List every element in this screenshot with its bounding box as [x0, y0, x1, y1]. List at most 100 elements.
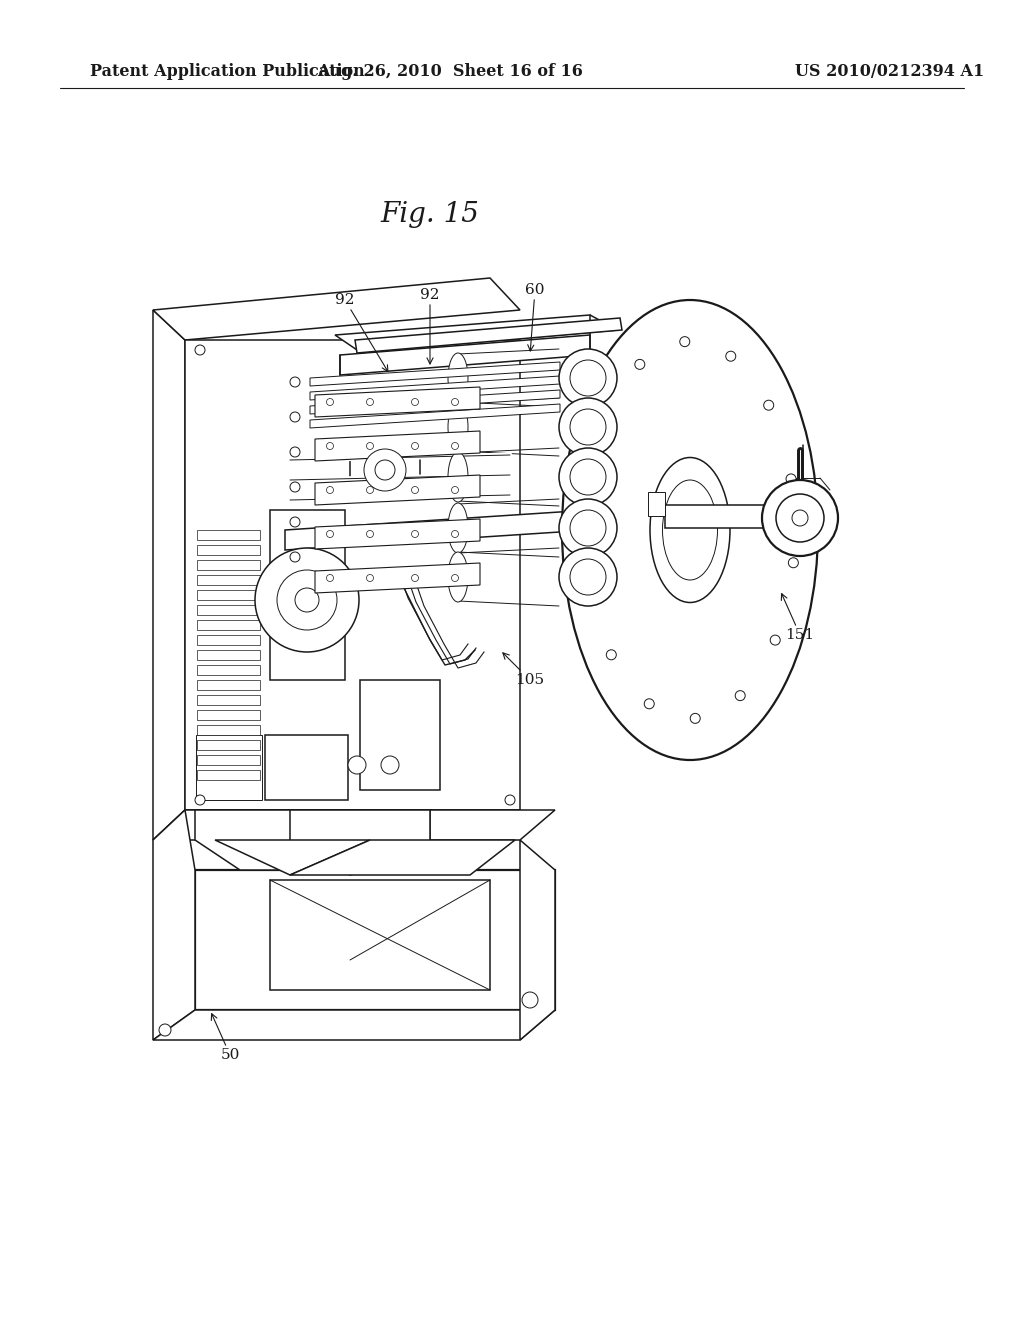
Polygon shape: [290, 840, 515, 875]
Polygon shape: [315, 564, 480, 593]
Circle shape: [367, 487, 374, 494]
Circle shape: [600, 414, 609, 425]
Polygon shape: [310, 376, 560, 400]
Circle shape: [195, 345, 205, 355]
Polygon shape: [153, 810, 555, 840]
Ellipse shape: [650, 458, 730, 602]
Text: Aug. 26, 2010  Sheet 16 of 16: Aug. 26, 2010 Sheet 16 of 16: [317, 63, 583, 81]
Polygon shape: [197, 531, 260, 540]
Polygon shape: [195, 810, 430, 870]
Ellipse shape: [449, 403, 468, 451]
Circle shape: [792, 510, 808, 525]
Ellipse shape: [570, 360, 606, 396]
Circle shape: [788, 558, 799, 568]
Polygon shape: [197, 576, 260, 585]
Circle shape: [584, 576, 594, 586]
Ellipse shape: [559, 399, 617, 455]
Circle shape: [195, 795, 205, 805]
Polygon shape: [197, 545, 260, 554]
Ellipse shape: [562, 300, 818, 760]
Circle shape: [522, 993, 538, 1008]
Polygon shape: [265, 735, 348, 800]
Polygon shape: [197, 560, 260, 570]
Circle shape: [735, 690, 745, 701]
Circle shape: [159, 1024, 171, 1036]
Polygon shape: [340, 335, 590, 375]
Polygon shape: [197, 649, 260, 660]
Polygon shape: [285, 510, 590, 550]
Polygon shape: [270, 880, 490, 990]
Polygon shape: [310, 389, 560, 414]
Polygon shape: [195, 870, 555, 1010]
Polygon shape: [153, 310, 185, 840]
Circle shape: [327, 574, 334, 582]
Circle shape: [412, 442, 419, 450]
Circle shape: [786, 474, 796, 484]
Circle shape: [452, 574, 459, 582]
Circle shape: [367, 574, 374, 582]
Circle shape: [412, 399, 419, 405]
Polygon shape: [197, 725, 260, 735]
Polygon shape: [197, 770, 260, 780]
Circle shape: [295, 587, 319, 612]
Circle shape: [327, 487, 334, 494]
Ellipse shape: [449, 552, 468, 602]
Text: Patent Application Publication: Patent Application Publication: [90, 63, 365, 81]
Circle shape: [582, 492, 592, 502]
Circle shape: [606, 649, 616, 660]
Polygon shape: [310, 404, 560, 428]
Circle shape: [348, 756, 366, 774]
Ellipse shape: [449, 451, 468, 502]
Circle shape: [644, 698, 654, 709]
Circle shape: [367, 442, 374, 450]
Circle shape: [375, 459, 395, 480]
Ellipse shape: [559, 348, 617, 407]
Polygon shape: [197, 635, 260, 645]
Polygon shape: [197, 620, 260, 630]
Circle shape: [412, 574, 419, 582]
Ellipse shape: [570, 409, 606, 445]
Ellipse shape: [449, 503, 468, 553]
Circle shape: [381, 756, 399, 774]
Polygon shape: [197, 710, 260, 719]
Polygon shape: [315, 519, 480, 549]
Polygon shape: [335, 315, 618, 352]
Circle shape: [391, 391, 409, 409]
Circle shape: [290, 517, 300, 527]
Ellipse shape: [570, 558, 606, 595]
Text: US 2010/0212394 A1: US 2010/0212394 A1: [796, 63, 985, 81]
Text: 50: 50: [211, 1014, 240, 1063]
Circle shape: [726, 351, 736, 362]
Text: 151: 151: [781, 594, 814, 642]
Circle shape: [412, 487, 419, 494]
Polygon shape: [648, 492, 665, 516]
Text: 92: 92: [420, 288, 439, 364]
Polygon shape: [360, 680, 440, 789]
Circle shape: [452, 531, 459, 537]
Polygon shape: [310, 362, 560, 385]
Polygon shape: [315, 387, 480, 417]
Polygon shape: [197, 605, 260, 615]
Circle shape: [367, 531, 374, 537]
Text: Fig. 15: Fig. 15: [381, 202, 479, 228]
Polygon shape: [197, 755, 260, 766]
Polygon shape: [290, 810, 430, 875]
Circle shape: [412, 531, 419, 537]
Circle shape: [290, 378, 300, 387]
Ellipse shape: [663, 480, 718, 579]
Polygon shape: [665, 506, 790, 528]
Circle shape: [680, 337, 690, 347]
Circle shape: [351, 391, 369, 409]
Circle shape: [452, 442, 459, 450]
Ellipse shape: [559, 548, 617, 606]
Polygon shape: [153, 279, 520, 341]
Ellipse shape: [364, 449, 406, 491]
Text: 92: 92: [335, 293, 388, 371]
Polygon shape: [520, 840, 555, 1040]
Circle shape: [327, 442, 334, 450]
Circle shape: [367, 399, 374, 405]
Polygon shape: [153, 1010, 555, 1040]
Ellipse shape: [559, 499, 617, 557]
Polygon shape: [315, 432, 480, 461]
Circle shape: [770, 635, 780, 645]
